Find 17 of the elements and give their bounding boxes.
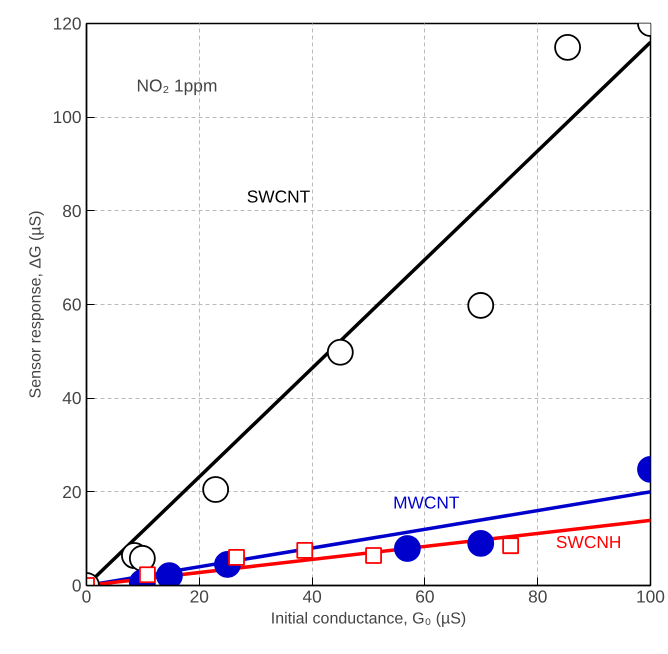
x-tick-label: 80 — [528, 586, 548, 606]
x-tick-label: 100 — [636, 586, 665, 606]
y-tick-label: 40 — [62, 388, 82, 408]
y-tick-label: 60 — [62, 294, 82, 314]
series-label: SWCNH — [556, 532, 622, 552]
y-tick-label: 120 — [52, 14, 82, 34]
series-label: MWCNT — [393, 492, 460, 513]
annotation: NO₂ 1ppm — [136, 76, 218, 96]
x-tick-label: 40 — [302, 586, 322, 606]
y-tick-label: 20 — [62, 482, 82, 502]
y-tick-label: 100 — [52, 107, 82, 128]
y-tick-label: 80 — [62, 200, 82, 221]
text: SWCNT — [246, 186, 311, 207]
x-axis-title: Initial conductance, G₀ (µS) — [270, 610, 466, 628]
y-axis-title: Sensor response, ΔG (µS) — [28, 210, 45, 398]
x-tick-label: 60 — [415, 586, 435, 606]
x-tick-label: 20 — [190, 586, 209, 606]
